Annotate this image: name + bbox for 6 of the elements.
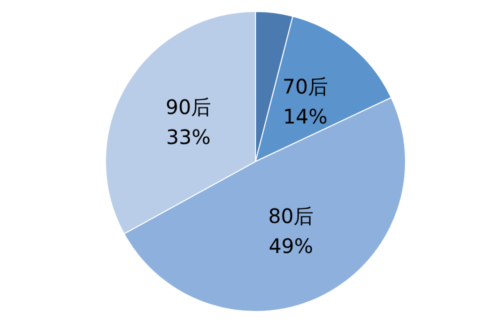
data-label: 49%: [268, 234, 314, 258]
slice-label: 70后: [282, 74, 328, 98]
slice-label: 80后: [268, 204, 314, 228]
slice-label: 90后: [166, 94, 212, 119]
data-label: 14%: [283, 104, 328, 128]
data-label: 33%: [166, 124, 211, 149]
